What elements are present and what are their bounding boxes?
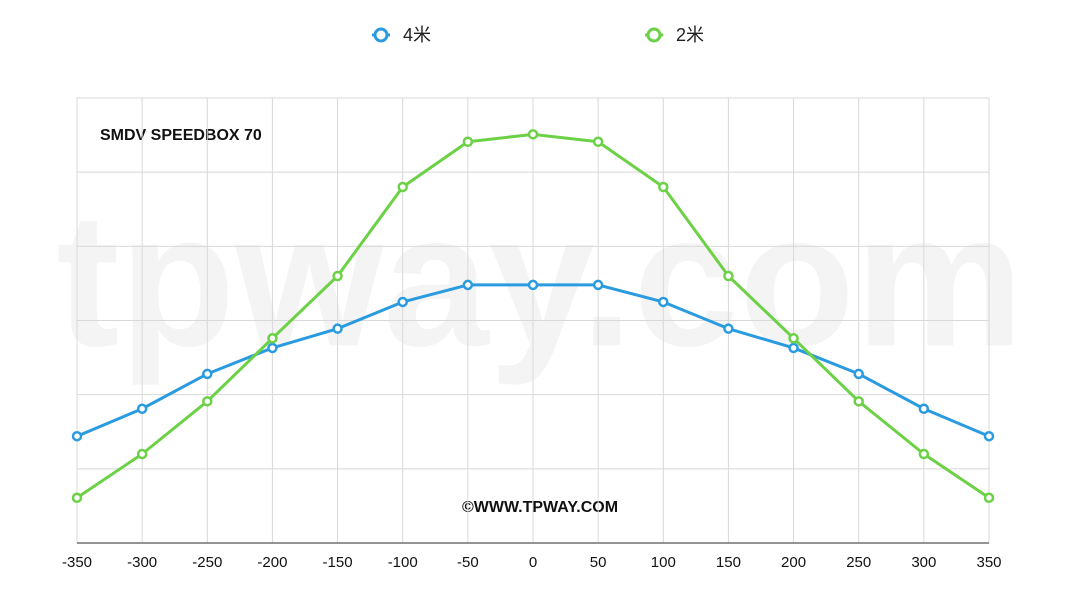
data-point (592, 136, 604, 148)
data-point (332, 323, 343, 334)
data-point (136, 448, 148, 460)
data-point (658, 296, 669, 308)
data-point (723, 323, 734, 334)
x-tick-label: -250 (192, 554, 222, 571)
data-point (983, 430, 995, 442)
x-tick-label: -150 (323, 554, 353, 571)
data-point (658, 181, 669, 193)
annotation: SMDV SPEEDBOX 70 (100, 127, 262, 144)
data-point (527, 129, 539, 140)
data-point (71, 492, 83, 504)
x-tick-label: 200 (781, 554, 806, 571)
data-point (202, 368, 213, 380)
data-point (462, 279, 474, 291)
legend-label: 2米 (676, 25, 704, 45)
data-point (918, 448, 930, 460)
x-tick-label: 250 (846, 554, 871, 571)
x-tick-label: 50 (590, 554, 607, 571)
data-point (71, 430, 83, 442)
data-point (918, 403, 930, 415)
legend-swatch (373, 27, 389, 43)
x-tick-label: 0 (529, 554, 537, 571)
data-point (332, 270, 343, 282)
data-point (527, 279, 539, 291)
data-point (788, 342, 799, 354)
data-point (853, 396, 864, 407)
x-tick-label: 350 (976, 554, 1001, 571)
data-point (462, 136, 474, 148)
x-tick-label: 300 (911, 554, 936, 571)
watermark: tpway.com (56, 174, 1024, 386)
x-tick-label: -100 (388, 554, 418, 571)
data-point (397, 181, 408, 193)
legend-swatch (646, 27, 662, 43)
data-point (136, 403, 148, 415)
data-point (983, 492, 995, 504)
data-point (723, 270, 734, 282)
data-point (202, 396, 213, 407)
x-tick-label: -50 (457, 554, 479, 571)
x-tick-label: -350 (62, 554, 92, 571)
x-tick-label: 100 (651, 554, 676, 571)
data-point (267, 342, 278, 354)
x-tick-label: -200 (257, 554, 287, 571)
data-point (592, 279, 604, 291)
x-tick-label: -300 (127, 554, 157, 571)
legend-label: 4米 (403, 25, 431, 45)
x-tick-label: 150 (716, 554, 741, 571)
data-point (788, 333, 799, 344)
data-point (853, 368, 864, 380)
data-point (267, 333, 278, 344)
annotation: ©WWW.TPWAY.COM (462, 499, 618, 516)
data-point (397, 296, 408, 308)
